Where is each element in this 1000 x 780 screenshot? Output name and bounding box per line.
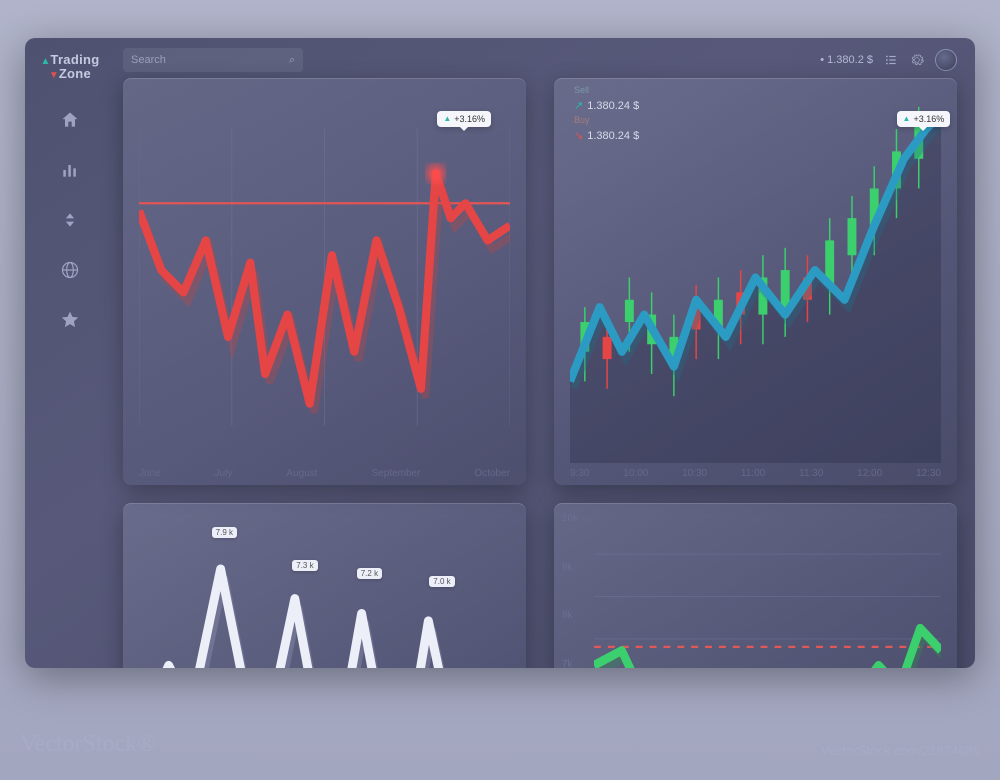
panel-green-line: 10k9k8k7k6k5k4k3k MTWTFSS (554, 503, 957, 668)
panel-blue-candles: Sell ↗1.380.24 $ Buy ↘1.380.24 $ ▲+3.16%… (554, 78, 957, 485)
watermark-right: VectorStock.com/21834686 (821, 743, 980, 758)
chart-green (594, 517, 941, 668)
watermark-left: VectorStock® (20, 731, 156, 758)
chart-red (139, 92, 510, 463)
chart-white (139, 517, 510, 668)
price-down: ↘1.380.24 $ (574, 128, 639, 145)
panels-grid: ▲+3.16% JuneJulyAugustSeptemberOctober S… (123, 78, 957, 668)
price-block: Sell ↗1.380.24 $ Buy ↘1.380.24 $ (574, 84, 639, 144)
panel-red-line: ▲+3.16% JuneJulyAugustSeptemberOctober (123, 78, 526, 485)
bars-icon[interactable] (59, 159, 81, 181)
list-icon[interactable] (883, 52, 899, 68)
search-icon[interactable]: ⌕ (289, 54, 295, 67)
brand-logo: ▲Trading ▼Zone (41, 53, 100, 81)
topbar-right: • 1.380.2 $ (820, 49, 957, 71)
x-axis-labels: 9:3010:0010:3011:0011:3012:0012:30 (570, 468, 941, 479)
globe-icon[interactable] (59, 259, 81, 281)
panel-white-line: 7.9 k7.3 k7.2 k7.0 k 9:3010:0010:3011:00… (123, 503, 526, 668)
chart-blue (570, 92, 941, 463)
change-badge: ▲+3.16% (437, 111, 491, 127)
y-axis-labels: 10k9k8k7k6k5k4k3k (562, 513, 578, 668)
change-badge: ▲+3.16% (897, 111, 951, 127)
home-icon[interactable] (59, 109, 81, 131)
peak-badge: 7.3 k (292, 560, 317, 571)
search-input[interactable] (131, 54, 289, 66)
triangle-up-icon: ▲ (41, 56, 51, 67)
search-box[interactable]: ⌕ (123, 48, 303, 72)
topbar: ⌕ • 1.380.2 $ (123, 48, 957, 72)
avatar[interactable] (935, 49, 957, 71)
app-frame: ▲Trading ▼Zone ⌕ • 1.380.2 $ (25, 38, 975, 668)
brand-name: Trading (50, 52, 99, 67)
gear-icon[interactable] (909, 52, 925, 68)
header-price: • 1.380.2 $ (820, 54, 873, 66)
star-icon[interactable] (59, 309, 81, 331)
sell-label: Sell (574, 84, 639, 98)
x-axis-labels: JuneJulyAugustSeptemberOctober (139, 468, 510, 479)
triangle-down-icon: ▼ (49, 70, 59, 81)
peak-badge: 7.9 k (212, 527, 237, 538)
sidebar: ▲Trading ▼Zone (25, 38, 115, 668)
buy-label: Buy (574, 114, 639, 128)
peak-badge: 7.2 k (357, 568, 382, 579)
price-up: ↗1.380.24 $ (574, 98, 639, 115)
brand-sub: Zone (59, 66, 91, 81)
main-area: ⌕ • 1.380.2 $ ▲ (115, 38, 975, 668)
sort-icon[interactable] (59, 209, 81, 231)
peak-badge: 7.0 k (429, 576, 454, 587)
